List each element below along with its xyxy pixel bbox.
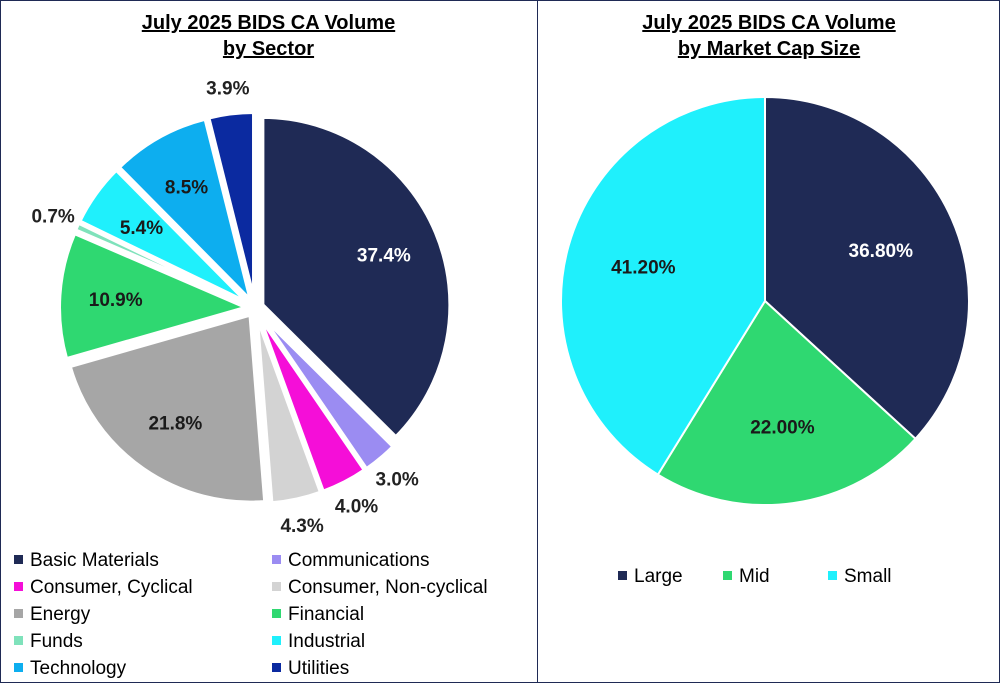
legend-swatch-utilities xyxy=(272,663,281,672)
legend-swatch-technology xyxy=(14,663,23,672)
slice-industrial xyxy=(76,166,250,306)
legend-item-communications: Communications xyxy=(272,550,430,572)
legend-label-communications: Communications xyxy=(288,550,430,571)
slice-basic-materials xyxy=(260,114,453,441)
legend-item-utilities: Utilities xyxy=(272,658,349,680)
market-cap-chart-title-line-1: July 2025 BIDS CA Volume xyxy=(642,12,896,34)
data-label-basic-materials: 37.4% xyxy=(357,245,411,266)
slice-financial xyxy=(57,230,253,362)
sector-pie-chart: 37.4% 3.0% 4.0% 4.3% 21.8% 10.9% 0.7% 5.4%8.5% 3… xyxy=(31,79,453,537)
sector-chart-title-line-1: July 2025 BIDS CA Volume xyxy=(141,12,396,34)
legend-label-energy: Energy xyxy=(30,604,91,625)
data-label-funds: 0.7% xyxy=(31,207,74,228)
market-cap-chart-title: July 2025 BIDS CA Volume by Market Cap S… xyxy=(538,10,1000,62)
data-label-industrial: 5.4% xyxy=(120,218,163,239)
data-label-utilities: 3.9% xyxy=(206,79,249,100)
legend-item-large: Large xyxy=(618,566,683,588)
panel-divider xyxy=(537,0,538,683)
legend-item-financial: Financial xyxy=(272,604,364,626)
legend-label-basic-materials: Basic Materials xyxy=(30,550,159,571)
slice-consumer-cyclical xyxy=(256,313,368,495)
data-label-technology: 8.5% xyxy=(165,177,208,198)
legend-label-large: Large xyxy=(634,566,683,587)
market-cap-chart-title-line-2: by Market Cap Size xyxy=(677,38,861,60)
slice-mid xyxy=(656,299,917,506)
data-label-energy: 21.8% xyxy=(148,414,202,435)
market-cap-pie-chart: 36.80% 22.00% 41.20% xyxy=(560,95,970,506)
legend-label-consumer-cyclical: Consumer, Cyclical xyxy=(30,577,193,598)
legend-item-funds: Funds xyxy=(14,631,83,653)
legend-item-basic-materials: Basic Materials xyxy=(14,550,159,572)
sector-chart-title: July 2025 BIDS CA Volume by Sector xyxy=(0,10,537,62)
data-label-large: 36.80% xyxy=(849,241,914,262)
legend-swatch-large xyxy=(618,571,627,580)
data-label-consumer-cyclical: 4.0% xyxy=(335,496,378,517)
market-cap-chart-panel: July 2025 BIDS CA Volume by Market Cap S… xyxy=(538,0,1000,683)
slice-energy xyxy=(67,311,268,505)
legend-item-consumer-non-cyclical: Consumer, Non-cyclical xyxy=(272,577,488,599)
data-label-consumer-non-cyclical: 4.3% xyxy=(280,516,323,537)
legend-label-mid: Mid xyxy=(739,566,770,587)
legend-item-industrial: Industrial xyxy=(272,631,365,653)
slice-large xyxy=(764,95,970,441)
legend-swatch-communications xyxy=(272,555,281,564)
sector-chart-panel: July 2025 BIDS CA Volume by Sector 37.4%… xyxy=(0,10,537,680)
slice-utilities xyxy=(205,110,257,301)
legend-swatch-energy xyxy=(14,609,23,618)
legend-label-technology: Technology xyxy=(30,658,127,679)
data-label-small: 41.20% xyxy=(611,257,676,278)
legend-swatch-funds xyxy=(14,636,23,645)
slice-technology xyxy=(116,116,255,308)
data-label-mid: 22.00% xyxy=(750,417,815,438)
legend-label-small: Small xyxy=(844,566,892,587)
legend-swatch-financial xyxy=(272,609,281,618)
legend-label-utilities: Utilities xyxy=(288,658,350,679)
legend-item-energy: Energy xyxy=(14,604,90,626)
legend-label-industrial: Industrial xyxy=(288,631,366,652)
legend-swatch-mid xyxy=(723,571,732,580)
legend-label-consumer-non-cyclical: Consumer, Non-cyclical xyxy=(288,577,488,598)
legend-swatch-consumer-non-cyclical xyxy=(272,582,281,591)
data-label-communications: 3.0% xyxy=(376,470,419,491)
legend-label-financial: Financial xyxy=(288,604,365,625)
legend-swatch-basic-materials xyxy=(14,555,23,564)
legend-swatch-industrial xyxy=(272,636,281,645)
slice-consumer-non-cyclical xyxy=(254,315,324,506)
legend-item-small: Small xyxy=(828,566,892,588)
legend-item-consumer-cyclical: Consumer, Cyclical xyxy=(14,577,193,599)
sector-chart-title-line-2: by Sector xyxy=(222,38,315,60)
legend-item-technology: Technology xyxy=(14,658,126,680)
legend-item-mid: Mid xyxy=(723,566,770,588)
legend-swatch-consumer-cyclical xyxy=(14,582,23,591)
slice-small xyxy=(560,95,766,476)
data-label-financial: 10.9% xyxy=(89,290,143,311)
legend-swatch-small xyxy=(828,571,837,580)
legend-label-funds: Funds xyxy=(30,631,83,652)
